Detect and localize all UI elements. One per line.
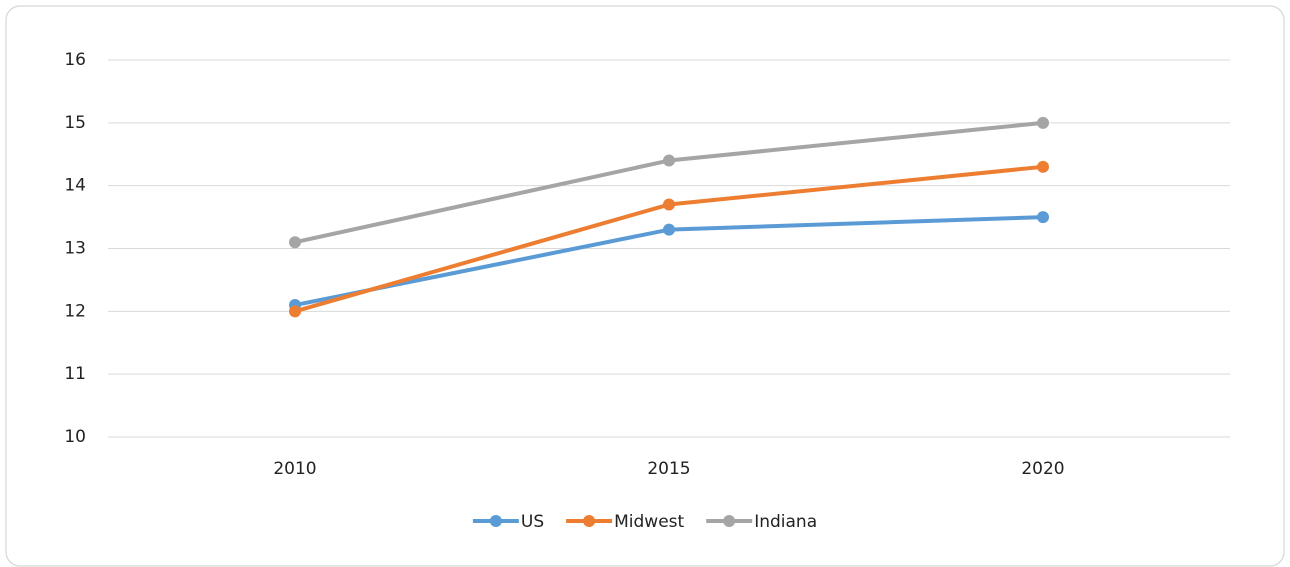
legend-item: Indiana bbox=[706, 512, 817, 532]
y-tick-label: 12 bbox=[64, 301, 86, 321]
data-point bbox=[1037, 160, 1049, 173]
data-point bbox=[289, 236, 301, 249]
data-point bbox=[289, 305, 301, 318]
legend-item: Midwest bbox=[566, 512, 685, 532]
y-tick-label: 10 bbox=[64, 427, 86, 447]
data-point bbox=[663, 223, 675, 236]
legend-swatch-marker bbox=[723, 515, 736, 527]
legend-label: Midwest bbox=[614, 512, 684, 532]
y-tick-label: 13 bbox=[64, 239, 86, 259]
legend-label: Indiana bbox=[754, 512, 817, 532]
legend: US Midwest Indiana bbox=[472, 512, 817, 532]
legend-label: US bbox=[521, 512, 544, 532]
data-point bbox=[1037, 116, 1049, 129]
legend-swatch-marker bbox=[489, 515, 502, 527]
y-tick-label: 15 bbox=[64, 113, 86, 133]
x-tick-label: 2010 bbox=[273, 459, 316, 479]
data-point bbox=[1037, 211, 1049, 224]
legend-swatch-marker bbox=[583, 515, 596, 527]
y-tick-label: 14 bbox=[64, 176, 86, 196]
y-tick-label: 11 bbox=[64, 364, 86, 384]
x-tick-label: 2015 bbox=[647, 459, 690, 479]
data-point bbox=[663, 198, 675, 211]
x-tick-label: 2020 bbox=[1021, 459, 1064, 479]
chart-frame bbox=[5, 5, 1285, 567]
legend-item: US bbox=[472, 512, 544, 532]
y-tick-label: 16 bbox=[64, 50, 86, 70]
data-point bbox=[663, 154, 675, 167]
